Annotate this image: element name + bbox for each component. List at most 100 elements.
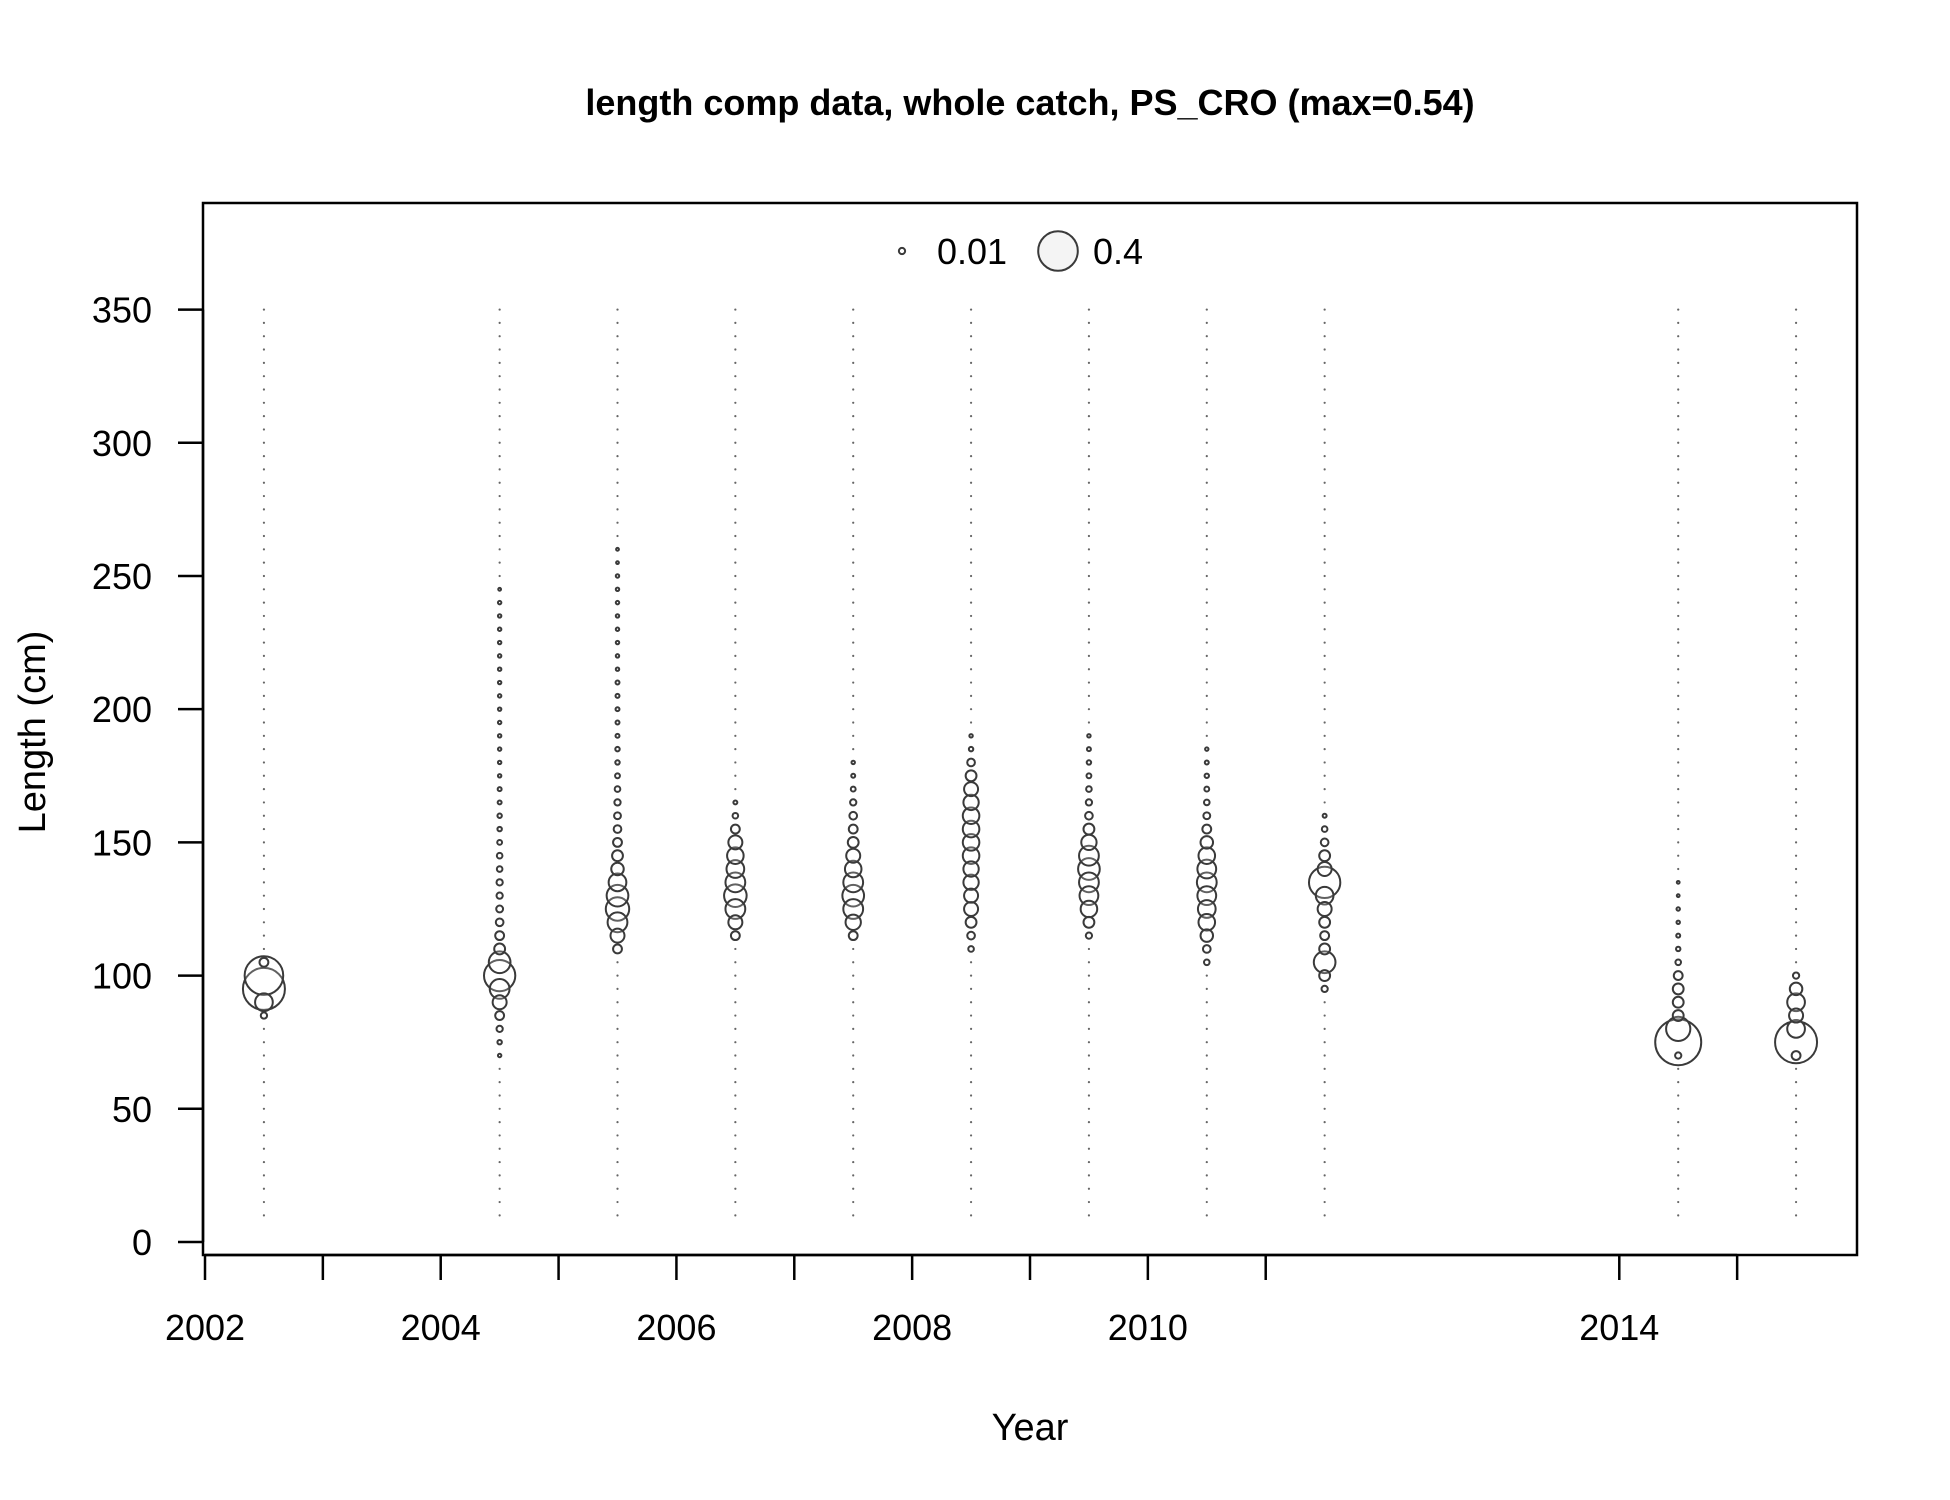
bubble xyxy=(1318,915,1332,929)
bubble xyxy=(496,812,503,819)
empty-bin-dot xyxy=(969,1027,973,1030)
empty-bin-dot xyxy=(1677,375,1680,378)
empty-bin-dot xyxy=(852,1200,855,1204)
empty-bin-dot xyxy=(262,921,266,924)
empty-bin-dot xyxy=(1205,454,1208,458)
empty-bin-dot xyxy=(852,987,855,991)
empty-bin-dot xyxy=(1677,1200,1680,1204)
y-axis-label: Length (cm) xyxy=(12,631,54,834)
empty-bin-dot xyxy=(498,1134,501,1137)
empty-bin-dot xyxy=(1087,494,1091,498)
y-axis: 0 50 100 150 200 250 300 350 xyxy=(92,290,205,1263)
empty-bin-dot xyxy=(1205,428,1208,431)
empty-bin-dot xyxy=(262,708,266,711)
bubble xyxy=(963,887,980,904)
empty-bin-dot xyxy=(1087,961,1091,964)
empty-bin-dot xyxy=(1794,668,1798,671)
bubble xyxy=(1788,981,1804,997)
bubble xyxy=(1201,944,1212,954)
empty-bin-dot xyxy=(616,401,619,404)
empty-bin-dot xyxy=(852,375,855,378)
empty-bin-dot xyxy=(616,508,619,511)
empty-bin-dot xyxy=(262,947,266,951)
empty-bin-dot xyxy=(1205,1160,1208,1164)
bubble xyxy=(1199,928,1215,943)
empty-bin-dot xyxy=(1677,854,1680,857)
bubble xyxy=(725,859,746,879)
empty-bin-dot xyxy=(1323,1001,1326,1004)
bubble xyxy=(1316,900,1333,917)
empty-bin-dot xyxy=(969,1121,973,1124)
empty-bin-dot xyxy=(734,668,737,671)
empty-bin-dot xyxy=(262,1174,266,1177)
empty-bin-dot xyxy=(1677,1187,1680,1190)
empty-bin-dot xyxy=(262,694,266,697)
empty-bin-dot xyxy=(1677,841,1680,844)
empty-bin-dot xyxy=(616,1041,619,1044)
empty-bin-dot xyxy=(1323,748,1326,751)
empty-bin-dot xyxy=(1677,1174,1680,1177)
empty-bin-dot xyxy=(734,321,737,324)
empty-bin-dot xyxy=(1794,574,1798,578)
y-tick-label: 150 xyxy=(92,822,152,863)
empty-bin-dot xyxy=(1677,508,1680,511)
empty-bin-dot xyxy=(1794,854,1798,857)
empty-bin-dot xyxy=(498,321,501,324)
empty-bin-dot xyxy=(734,761,737,764)
empty-bin-dot xyxy=(616,454,619,458)
empty-bin-dot xyxy=(498,1160,501,1164)
empty-bin-dot xyxy=(969,654,973,657)
bubble xyxy=(1078,885,1100,907)
bubble xyxy=(849,785,857,793)
bubble xyxy=(258,956,270,968)
bubble xyxy=(614,626,621,632)
empty-bin-dot xyxy=(262,1081,266,1084)
empty-bin-dot xyxy=(262,774,266,777)
empty-bin-dot xyxy=(1794,534,1798,538)
empty-bin-dot xyxy=(616,428,619,431)
empty-bin-dot xyxy=(616,388,619,391)
empty-bin-dot xyxy=(852,335,855,338)
empty-bin-dot xyxy=(262,415,266,418)
empty-bin-dot xyxy=(1205,654,1208,657)
empty-bin-dot xyxy=(969,388,973,391)
empty-bin-dot xyxy=(734,708,737,711)
bubble xyxy=(614,719,621,726)
bubble xyxy=(731,811,740,820)
empty-bin-dot xyxy=(1087,308,1091,311)
empty-bin-dot xyxy=(969,668,973,671)
empty-bin-dot xyxy=(1323,1160,1326,1164)
empty-bin-dot xyxy=(852,348,855,351)
bubble xyxy=(1675,919,1681,926)
empty-bin-dot xyxy=(1794,1147,1798,1150)
bubble xyxy=(1312,950,1337,975)
bubble xyxy=(496,613,503,619)
empty-bin-dot xyxy=(262,1107,266,1110)
empty-bin-dot xyxy=(1677,534,1680,538)
empty-bin-dot xyxy=(734,494,737,498)
empty-bin-dot xyxy=(1205,1054,1208,1057)
empty-bin-dot xyxy=(1677,348,1680,351)
empty-bin-dot xyxy=(262,548,266,551)
bubble xyxy=(964,769,978,783)
empty-bin-dot xyxy=(734,961,737,964)
empty-bin-dot xyxy=(616,481,619,484)
bubble xyxy=(607,872,628,893)
empty-bin-dot xyxy=(1794,641,1798,644)
empty-bin-dot xyxy=(616,1214,619,1217)
empty-bin-dot xyxy=(498,308,501,311)
empty-bin-dot xyxy=(969,614,973,618)
empty-bin-dot xyxy=(1794,841,1798,844)
empty-bin-dot xyxy=(734,335,737,338)
empty-bin-dot xyxy=(1677,801,1680,804)
bubble xyxy=(496,838,504,846)
empty-bin-dot xyxy=(1794,375,1798,378)
bubble xyxy=(1201,823,1213,835)
empty-bin-dot xyxy=(1794,1094,1798,1097)
empty-bin-dot xyxy=(1087,681,1091,684)
empty-bin-dot xyxy=(1323,1081,1326,1084)
empty-bin-dot xyxy=(1087,708,1091,711)
empty-bin-dot xyxy=(1205,681,1208,684)
empty-bin-dot xyxy=(616,468,619,471)
empty-bin-dot xyxy=(262,1067,266,1070)
